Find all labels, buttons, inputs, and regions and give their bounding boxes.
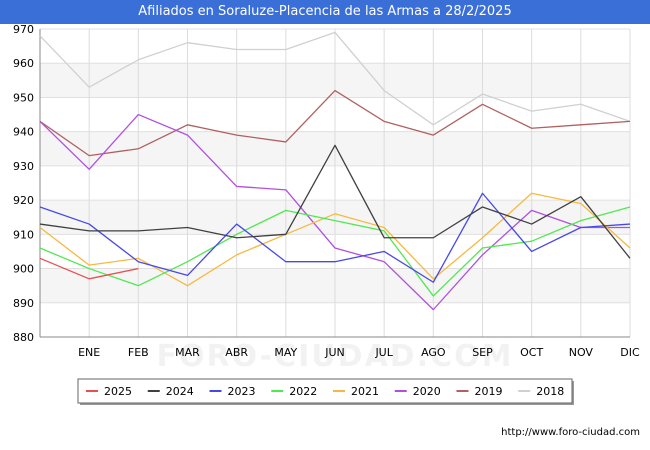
series-line-2021 — [39, 192, 631, 287]
legend-label-2021: 2021 — [351, 385, 379, 398]
y-tick-label: 920 — [13, 194, 34, 207]
legend-label-2018: 2018 — [536, 385, 564, 398]
x-tick-label: JUN — [324, 346, 345, 359]
source-link[interactable]: http://www.foro-ciudad.com — [501, 427, 640, 438]
y-tick-label: 900 — [13, 263, 34, 276]
x-tick-label: ABR — [225, 346, 248, 359]
watermark: FORO-CIUDAD.COM — [157, 339, 514, 374]
x-tick-label: AGO — [421, 346, 446, 359]
x-tick-label: SEP — [472, 346, 493, 359]
y-tick-label: 880 — [13, 331, 34, 344]
x-tick-label: DIC — [620, 346, 640, 359]
x-tick-label: OCT — [520, 346, 543, 359]
series-line-2022 — [39, 206, 631, 297]
chart-title: Afiliados en Soraluze-Placencia de las A… — [138, 4, 512, 19]
y-tick-label: 940 — [13, 126, 34, 139]
series-line-2019 — [39, 89, 631, 157]
series-line-2023 — [39, 192, 631, 283]
legend-label-2025: 2025 — [104, 385, 132, 398]
legend-label-2022: 2022 — [289, 385, 317, 398]
x-tick-label: NOV — [569, 346, 594, 359]
x-tick-label: JUL — [374, 346, 393, 359]
x-tick-label: ENE — [78, 346, 100, 359]
y-tick-label: 950 — [13, 91, 34, 104]
legend-label-2020: 2020 — [413, 385, 441, 398]
series-line-2020 — [39, 113, 630, 311]
y-tick-label: 910 — [13, 228, 34, 241]
y-tick-label: 890 — [13, 297, 34, 310]
series-line-2018 — [39, 31, 631, 126]
x-tick-label: MAY — [274, 346, 297, 359]
y-tick-label: 960 — [13, 57, 34, 70]
legend-label-2019: 2019 — [475, 385, 503, 398]
y-tick-label: 970 — [13, 23, 34, 36]
x-tick-label: FEB — [128, 346, 149, 359]
legend-label-2023: 2023 — [228, 385, 256, 398]
legend-label-2024: 2024 — [166, 385, 194, 398]
series-line-2024 — [39, 144, 631, 259]
legend-box — [77, 378, 573, 404]
series-line-2025 — [39, 257, 139, 280]
y-tick-label: 930 — [13, 160, 34, 173]
title-bar: Afiliados en Soraluze-Placencia de las A… — [0, 0, 650, 24]
x-tick-label: MAR — [175, 346, 200, 359]
